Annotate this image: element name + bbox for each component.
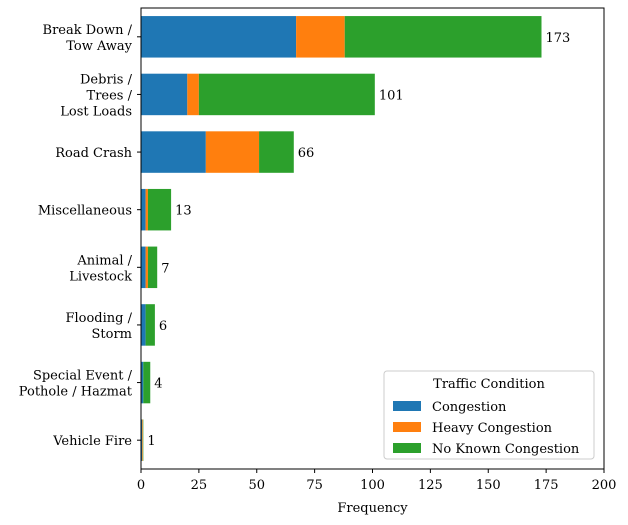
total-label-3: 13 [175, 204, 192, 219]
bar-6-series-0 [141, 361, 144, 404]
x-tick-label-4: 100 [360, 478, 385, 493]
total-label-6: 4 [154, 377, 162, 392]
total-label-0: 173 [545, 31, 570, 46]
y-axis: Break Down /Tow Away Debris /Trees /Lost … [19, 23, 141, 449]
x-tick-label-8: 200 [592, 478, 617, 493]
legend-box [383, 370, 595, 460]
total-label-7: 1 [147, 434, 155, 449]
category-label-6-line-1: Pothole / Hazmat [19, 385, 133, 400]
bar-4-series-1 [145, 246, 148, 289]
category-label-7-line-0: Vehicle Fire [52, 434, 132, 449]
x-tick-label-7: 175 [534, 478, 559, 493]
bar-2-series-1 [205, 131, 260, 173]
x-tick-label-0: 0 [137, 478, 145, 493]
x-axis: 0 25 50 75 100 125 150 175 200 [137, 469, 617, 493]
bar-3-series-0 [141, 188, 146, 231]
bar-7-series-0 [141, 419, 143, 461]
bar-0-series-2 [344, 16, 542, 58]
legend-swatch-0 [393, 401, 421, 411]
bar-3-series-2 [147, 188, 172, 231]
bar-0-series-0 [141, 16, 297, 58]
bar-1-series-0 [141, 73, 188, 116]
legend: Traffic Condition Congestion Heavy Congest… [383, 370, 595, 460]
bar-4-series-0 [141, 246, 146, 289]
category-label-1-line-1: Trees / [87, 88, 133, 103]
legend-label-0: Congestion [432, 400, 507, 415]
category-label-1-line-2: Lost Loads [60, 104, 132, 119]
x-tick-label-2: 50 [248, 478, 265, 493]
legend-swatch-1 [393, 422, 421, 432]
totals-group: 173 101 66 13 7 6 4 1 [147, 31, 570, 449]
bar-7-series-1 [142, 419, 143, 461]
category-label-3-line-0: Miscellaneous [38, 204, 132, 219]
bar-2-series-2 [259, 131, 294, 173]
bar-2-series-0 [141, 131, 206, 173]
category-label-6-line-0: Special Event / [33, 369, 133, 384]
bar-6-series-2 [143, 361, 151, 404]
category-label-0-line-0: Break Down / [43, 23, 133, 38]
total-label-5: 6 [159, 319, 167, 334]
bar-5-series-0 [141, 304, 146, 346]
x-tick-label-1: 25 [191, 478, 208, 493]
bar-5-series-2 [145, 304, 155, 346]
x-tick-label-3: 75 [306, 478, 323, 493]
bar-3-series-1 [145, 188, 148, 231]
category-label-5-line-1: Storm [92, 327, 133, 342]
legend-swatch-2 [393, 443, 421, 453]
legend-label-1: Heavy Congestion [432, 421, 553, 436]
category-label-5-line-0: Flooding / [65, 311, 132, 326]
bar-4-series-2 [147, 246, 158, 289]
total-label-4: 7 [161, 261, 169, 276]
category-label-1-line-0: Debris / [80, 72, 133, 87]
category-label-2-line-0: Road Crash [55, 146, 132, 161]
bar-1-series-2 [198, 73, 375, 116]
x-tick-label-5: 125 [418, 478, 443, 493]
bar-1-series-1 [187, 73, 199, 116]
x-tick-label-6: 150 [476, 478, 501, 493]
legend-label-2: No Known Congestion [432, 442, 580, 457]
category-label-0-line-1: Tow Away [66, 39, 132, 54]
x-axis-label: Frequency [337, 501, 408, 516]
total-label-1: 101 [379, 88, 404, 103]
legend-title: Traffic Condition [433, 377, 545, 392]
bars-group [141, 16, 542, 461]
category-label-4-line-0: Animal / [76, 253, 132, 268]
total-label-2: 66 [298, 146, 315, 161]
bar-0-series-1 [296, 16, 345, 58]
category-label-4-line-1: Livestock [69, 269, 132, 284]
